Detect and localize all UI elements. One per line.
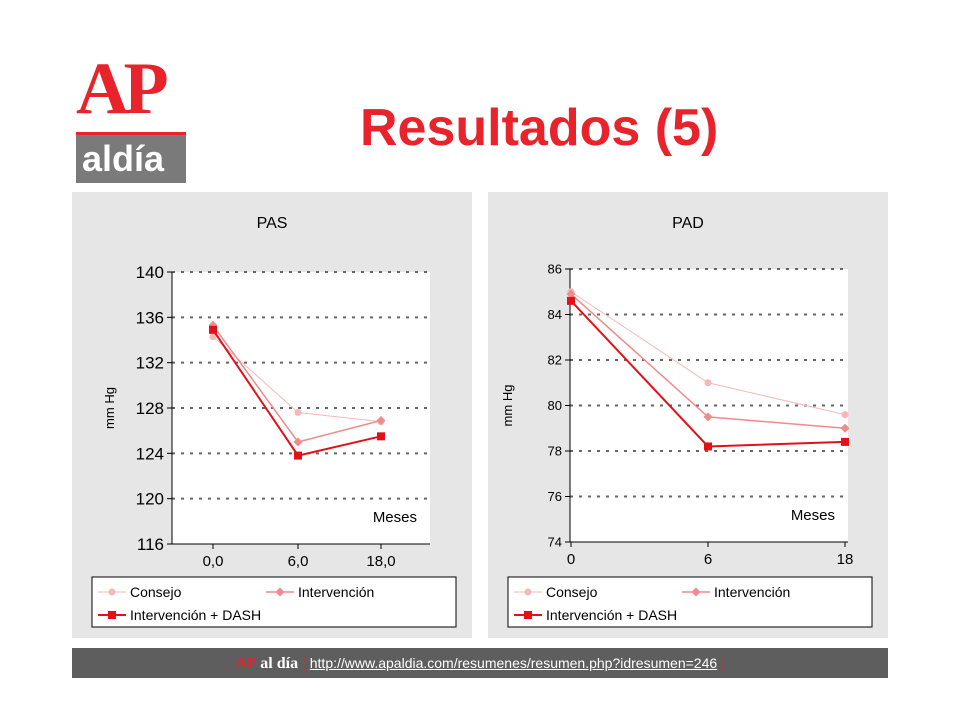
legend-label: Consejo — [130, 584, 182, 600]
legend-swatch-marker — [108, 588, 116, 596]
y-tick-label: 128 — [136, 399, 164, 418]
data-point-intervencion — [376, 415, 386, 425]
x-tick-label: 6 — [704, 551, 712, 568]
y-tick-label: 84 — [548, 307, 562, 322]
footer-bracket-close: ] — [721, 655, 725, 671]
footer-brand: al día — [260, 655, 299, 672]
data-point-dash — [209, 325, 217, 334]
chart-title: PAD — [672, 215, 704, 232]
legend-swatch-marker — [524, 588, 532, 596]
legend-box — [91, 576, 457, 628]
data-point-intervencion — [840, 423, 850, 433]
apaldia-logo: AP aldía — [76, 52, 188, 183]
legend-swatch-marker — [524, 611, 532, 619]
x-tick-label: 18,0 — [366, 553, 395, 570]
legend-swatch-marker — [691, 587, 701, 597]
y-tick-label: 80 — [548, 398, 562, 413]
footer-bar: AP al día [ http://www.apaldia.com/resum… — [72, 648, 888, 678]
y-tick-label: 82 — [548, 353, 562, 368]
chart-panel-pas: 116 120 124 128 132 136 140 0,0 6,0 18,0 PAS mm Hg M… — [72, 192, 472, 638]
chart-pad: 74 76 78 80 82 84 86 0 6 18 PAD mm Hg Meses Consejo In… — [500, 215, 873, 628]
data-point-consejo — [841, 411, 849, 419]
y-axis-label: mm Hg — [102, 387, 117, 429]
footer-ap: AP — [235, 655, 257, 672]
legend: Consejo Intervención Intervención + DASH — [91, 576, 457, 628]
data-point-consejo — [704, 379, 712, 387]
legend-label: Intervención + DASH — [130, 607, 261, 623]
legend-swatch-marker — [275, 587, 285, 597]
chart-title: PAS — [257, 215, 288, 232]
y-tick-label: 136 — [136, 308, 164, 327]
data-point-intervencion — [293, 437, 303, 447]
legend-label: Consejo — [546, 584, 598, 600]
legend-box — [507, 576, 873, 628]
legend-label: Intervención — [714, 584, 790, 600]
x-tick-label: 6,0 — [288, 553, 309, 570]
slide-title: Resultados (5) — [360, 99, 719, 157]
data-point-consejo — [294, 409, 302, 417]
y-tick-label: 132 — [136, 354, 164, 373]
logo-ap-text: AP — [76, 48, 169, 130]
y-tick-label: 120 — [136, 490, 164, 509]
data-point-dash — [377, 432, 385, 441]
data-point-intervencion — [703, 412, 713, 422]
chart-pas: 116 120 124 128 132 136 140 0,0 6,0 18,0 PAS mm Hg M… — [91, 215, 457, 628]
y-axis-label: mm Hg — [500, 385, 515, 427]
x-tick-label: 0 — [567, 551, 575, 568]
legend-swatch-marker — [108, 611, 116, 619]
y-tick-label: 76 — [548, 489, 562, 504]
x-axis-label: Meses — [791, 507, 835, 524]
footer-bracket-open: [ — [301, 655, 306, 671]
data-point-consejo — [209, 333, 217, 341]
logo-subtitle: aldía — [82, 138, 165, 179]
footer-url-link[interactable]: http://www.apaldia.com/resumenes/resumen… — [309, 655, 718, 671]
y-tick-label: 86 — [548, 262, 562, 277]
y-tick-label: 116 — [137, 535, 164, 554]
legend: Consejo Intervención Intervención + DASH — [507, 576, 873, 628]
data-point-intervencion — [566, 289, 576, 299]
y-tick-label: 78 — [548, 444, 562, 459]
logo-box: aldía — [76, 132, 186, 183]
chart-panel-pad: 74 76 78 80 82 84 86 0 6 18 PAD mm Hg Meses Consejo In… — [488, 192, 888, 638]
y-tick-label: 140 — [136, 263, 164, 282]
data-point-dash — [841, 437, 849, 446]
data-point-dash — [294, 451, 302, 460]
legend-label: Intervención + DASH — [546, 607, 677, 623]
legend-label: Intervención — [298, 584, 374, 600]
y-tick-label: 74 — [548, 535, 562, 550]
x-tick-label: 0,0 — [203, 553, 224, 570]
data-point-dash — [704, 442, 712, 451]
data-point-dash — [567, 296, 575, 305]
x-tick-label: 18 — [837, 551, 854, 568]
y-tick-label: 124 — [136, 444, 164, 463]
x-axis-label: Meses — [373, 509, 417, 526]
